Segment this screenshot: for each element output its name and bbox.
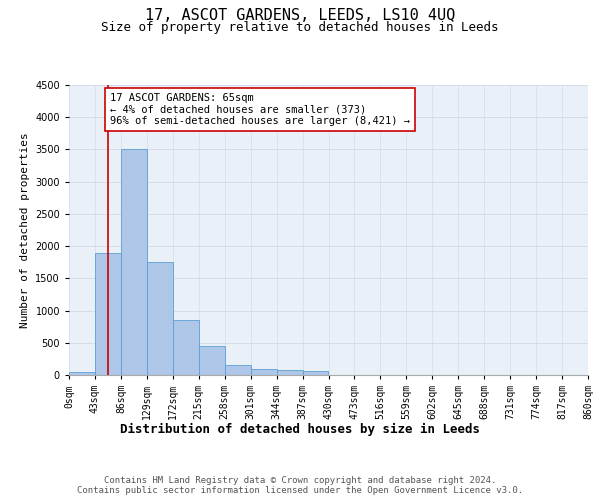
Bar xyxy=(199,346,224,375)
Text: 17, ASCOT GARDENS, LEEDS, LS10 4UQ: 17, ASCOT GARDENS, LEEDS, LS10 4UQ xyxy=(145,8,455,22)
Bar xyxy=(69,372,95,375)
Bar xyxy=(121,150,147,375)
Text: Size of property relative to detached houses in Leeds: Size of property relative to detached ho… xyxy=(101,21,499,34)
Text: Distribution of detached houses by size in Leeds: Distribution of detached houses by size … xyxy=(120,422,480,436)
Bar xyxy=(224,366,251,375)
Bar xyxy=(147,262,173,375)
Bar xyxy=(302,371,329,375)
Text: 17 ASCOT GARDENS: 65sqm
← 4% of detached houses are smaller (373)
96% of semi-de: 17 ASCOT GARDENS: 65sqm ← 4% of detached… xyxy=(110,92,410,126)
Y-axis label: Number of detached properties: Number of detached properties xyxy=(20,132,29,328)
Bar xyxy=(173,320,199,375)
Bar xyxy=(95,252,121,375)
Bar xyxy=(277,370,302,375)
Text: Contains HM Land Registry data © Crown copyright and database right 2024.
Contai: Contains HM Land Registry data © Crown c… xyxy=(77,476,523,495)
Bar xyxy=(251,369,277,375)
